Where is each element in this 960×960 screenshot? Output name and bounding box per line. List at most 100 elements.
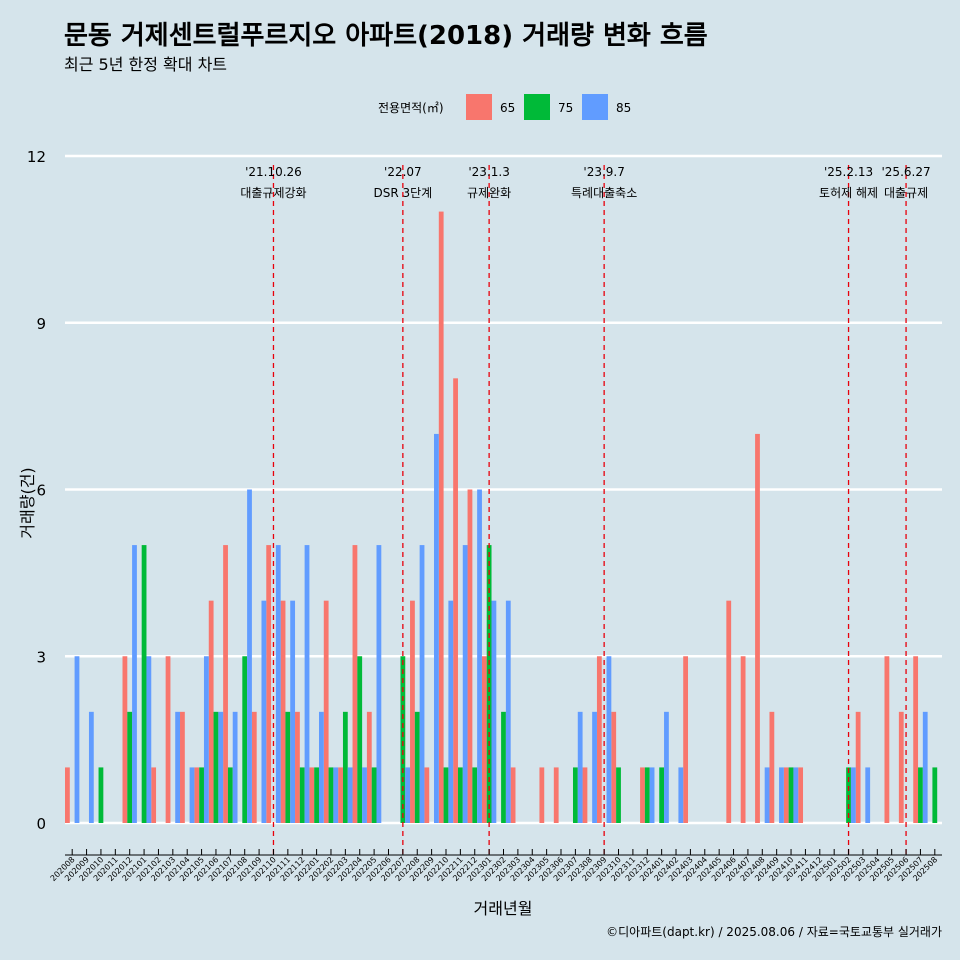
bar-65-202201 [309, 767, 315, 823]
y-tick-label: 6 [36, 482, 46, 500]
bar-65-202008 [65, 767, 70, 823]
bar-65-202303 [510, 767, 516, 823]
bar-85-202207 [405, 767, 411, 823]
y-tick-label: 0 [36, 815, 46, 833]
bar-85-202308 [592, 711, 597, 823]
bar-85-202108 [247, 489, 252, 823]
bar-75-202210 [443, 767, 449, 823]
bar-75-202101 [141, 545, 147, 823]
bar-85-202302 [505, 600, 511, 823]
bar-85-202209 [434, 433, 439, 823]
bar-75-202401 [659, 767, 665, 823]
event-date: '25.2.13 [824, 165, 873, 179]
bar-75-202108 [242, 656, 248, 823]
bar-75-202212 [472, 767, 478, 823]
bar-85-202301 [491, 600, 497, 823]
bar-75-202207 [400, 656, 406, 823]
event-date: '23.9.7 [583, 165, 624, 179]
legend: 전용면적(㎡) 65 75 85 [378, 94, 631, 120]
bar-75-202507 [918, 767, 923, 823]
bar-65-202109 [251, 711, 257, 823]
bar-65-202503 [855, 711, 861, 823]
x-axis: 2020082020092020102020112020122021012021… [49, 849, 942, 883]
bar-65-202211 [453, 378, 458, 823]
bar-65-202305 [539, 767, 545, 823]
bar-85-202212 [477, 489, 482, 823]
bar-65-202203 [338, 767, 343, 823]
legend-label-65: 65 [500, 101, 515, 115]
legend-title: 전용면적(㎡) [378, 101, 444, 115]
caption: ©디아파트(dapt.kr) / 2025.08.06 / 자료=국토교통부 실… [606, 925, 942, 939]
bar-85-202109 [261, 600, 267, 823]
bar-85-202503 [865, 767, 871, 823]
bar-85-202103 [175, 711, 181, 823]
event-label: DSR 3단계 [373, 186, 432, 200]
bar-85-202408 [764, 767, 770, 823]
bar-85-202210 [448, 600, 454, 823]
event-date: '21.10.26 [245, 165, 302, 179]
y-tick-label: 9 [36, 315, 46, 333]
bar-85-202202 [333, 767, 339, 823]
event-label: 대출규제 [884, 186, 928, 200]
bar-85-202110 [275, 545, 281, 823]
bar-65-202309 [596, 656, 602, 823]
bar-85-202307 [577, 711, 583, 823]
bar-85-202105 [203, 656, 209, 823]
bar-75-202201 [314, 767, 319, 823]
bar-75-202012 [127, 711, 133, 823]
bar-65-202210 [438, 211, 444, 824]
bar-75-202106 [213, 711, 219, 823]
bar-85-202201 [318, 711, 324, 823]
bar-85-202312 [649, 767, 655, 823]
bars [65, 211, 938, 824]
bar-75-202410 [788, 767, 794, 823]
bar-65-202506 [898, 711, 904, 823]
bar-85-202402 [678, 767, 684, 823]
bar-85-202009 [88, 711, 94, 823]
event-date: '25.6.27 [882, 165, 931, 179]
bar-65-202409 [769, 711, 775, 823]
bar-65-202204 [352, 545, 358, 823]
bar-75-202508 [932, 767, 938, 823]
x-axis-title: 거래년월 [474, 899, 533, 918]
bar-75-202312 [644, 767, 650, 823]
bar-85-202309 [606, 656, 612, 823]
chart-subtitle: 최근 5년 한정 확대 차트 [64, 55, 227, 74]
legend-swatch-85 [582, 94, 608, 120]
bar-75-202310 [616, 767, 621, 823]
bar-75-202302 [501, 711, 506, 823]
bar-65-202012 [122, 656, 128, 823]
event-label: 대출규제강화 [240, 186, 306, 200]
y-tick-label: 3 [36, 648, 46, 666]
bar-85-202507 [922, 711, 928, 823]
bar-85-202107 [232, 711, 238, 823]
bar-65-202209 [424, 767, 430, 823]
y-tick-label: 12 [27, 148, 46, 166]
bar-65-202102 [151, 767, 157, 823]
bar-75-202307 [572, 767, 578, 823]
event-date: '22.07 [384, 165, 422, 179]
bar-85-202104 [189, 767, 195, 823]
bar-75-202211 [457, 767, 463, 823]
bar-85-202101 [146, 656, 152, 823]
bar-65-202107 [223, 545, 228, 823]
bar-75-202202 [328, 767, 334, 823]
bar-85-202111 [290, 600, 296, 823]
bar-75-202112 [299, 767, 305, 823]
y-axis-title: 거래량(건) [18, 467, 37, 538]
bar-85-202211 [462, 545, 468, 823]
event-label: 토허제 해제 [819, 186, 878, 200]
bar-85-202204 [362, 767, 367, 823]
bar-65-202411 [798, 767, 804, 823]
bar-75-202107 [227, 767, 233, 823]
bar-65-202106 [208, 600, 214, 823]
event-label: 특례대출축소 [571, 186, 637, 200]
bar-75-202010 [98, 767, 104, 823]
legend-swatch-65 [466, 94, 492, 120]
bar-65-202110 [266, 545, 272, 823]
bar-65-202406 [726, 600, 732, 823]
bar-65-202310 [611, 711, 617, 823]
bar-85-202012 [132, 545, 137, 823]
bar-65-202208 [410, 600, 415, 823]
